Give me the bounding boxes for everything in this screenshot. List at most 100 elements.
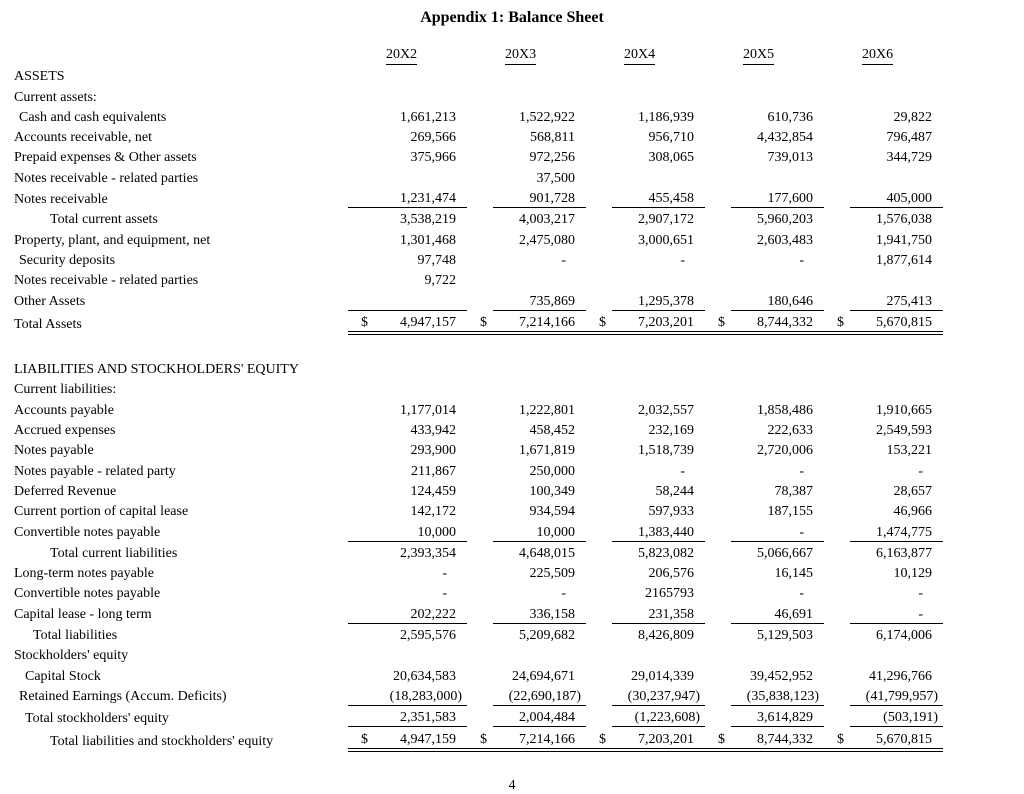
cell-value: 29,822: [893, 109, 933, 125]
cell-value: 1,295,378: [612, 289, 702, 311]
cell-value: 211,867: [411, 463, 456, 479]
gap-cell: [702, 684, 705, 706]
currency-symbol-cell: [705, 146, 731, 166]
currency-symbol-cell: [586, 398, 612, 418]
cell-value: 5,209,682: [519, 628, 575, 644]
row-label: Convertible notes payable: [14, 586, 161, 602]
currency-symbol-cell: [705, 419, 731, 439]
cell-value: 336,158: [493, 602, 583, 624]
cell-value: [731, 166, 821, 186]
currency-symbol-cell: [705, 85, 731, 105]
currency-symbol-cell: [586, 187, 612, 208]
currency-symbol-cell: [824, 378, 850, 398]
table-row: Property, plant, and equipment, net 1,301…: [0, 228, 943, 248]
currency-symbol-cell: [705, 541, 731, 562]
cell-value: 7,214,166: [493, 310, 583, 335]
cell-value: 153,221: [886, 443, 933, 459]
currency-symbol-cell: [348, 582, 374, 602]
currency-symbol-cell: [824, 146, 850, 166]
currency-symbol-cell: [467, 187, 493, 208]
cell-value: 4,947,159: [374, 726, 464, 752]
currency-symbol-cell: [348, 439, 374, 459]
currency-symbol-cell: [348, 644, 374, 664]
gap-cell: [940, 644, 943, 664]
cell-value: 187,155: [767, 504, 814, 520]
currency-symbol-cell: [824, 602, 850, 623]
row-label: ASSETS: [14, 69, 65, 85]
row-label: Notes receivable - related parties: [14, 273, 199, 289]
cell-value: 344,729: [886, 150, 933, 166]
table-row: Notes receivable 1,231,474 901,728 455,458 1…: [0, 186, 943, 209]
cell-value: 275,413: [850, 289, 940, 311]
column-header-20x4: 20X4: [612, 39, 702, 65]
table-row: Total liabilities 2,595,576 5,209,682 8,426…: [0, 623, 943, 644]
cell-value: [731, 85, 821, 105]
row-label: LIABILITIES AND STOCKHOLDERS' EQUITY: [14, 362, 299, 378]
cell-value: 10,000: [374, 520, 464, 542]
currency-symbol-cell: [824, 249, 850, 269]
cell-value: [731, 269, 821, 289]
cell-value: [612, 358, 702, 378]
gap-cell: [464, 602, 467, 624]
gap-cell: [940, 541, 943, 562]
cell-value: 2,351,583: [374, 705, 464, 728]
cell-value: 1,186,939: [638, 109, 694, 125]
currency-symbol-cell: [586, 249, 612, 269]
table-row: Total current assets 3,538,219 4,003,217 2,…: [0, 208, 943, 229]
cell-value: 202,222: [374, 602, 464, 624]
currency-symbol-cell: [348, 480, 374, 500]
currency-symbol-cell: [705, 602, 731, 623]
cell-value: (503,191): [850, 705, 940, 728]
currency-symbol-cell: [348, 269, 374, 289]
gap-cell: [940, 39, 943, 65]
cell-value: 2,907,172: [638, 212, 694, 228]
table-row: Retained Earnings (Accum. Deficits) (18,2…: [0, 684, 943, 706]
row-label: Accounts receivable, net: [14, 130, 152, 146]
currency-symbol-cell: [824, 562, 850, 582]
currency-symbol-cell: [824, 541, 850, 562]
row-label: Security deposits: [19, 252, 116, 268]
currency-symbol-cell: [586, 126, 612, 146]
cell-value: [612, 65, 702, 85]
table-row: Deferred Revenue 124,459 100,349 58,244 78,3…: [0, 480, 943, 500]
cell-value: 24,694,671: [512, 668, 575, 684]
table-row: Capital lease - long term 202,222 336,158 2…: [0, 602, 943, 624]
table-row: ASSETS: [0, 65, 943, 85]
cell-value: [374, 358, 464, 378]
spacer-cell: [0, 333, 943, 358]
currency-symbol-cell: [348, 289, 374, 311]
header-spacer: [348, 39, 374, 65]
cell-value: 1,941,750: [876, 232, 932, 248]
cell-value: [731, 644, 821, 664]
gap-cell: [940, 582, 943, 602]
currency-symbol-cell: [467, 644, 493, 664]
gap-cell: [940, 500, 943, 520]
cell-value: [493, 358, 583, 378]
cell-value: -: [680, 252, 685, 268]
cell-value: [731, 378, 821, 398]
currency-symbol-cell: [824, 480, 850, 500]
gap-cell: [583, 310, 586, 335]
cell-value: 3,614,829: [731, 705, 821, 728]
cell-value: [850, 378, 940, 398]
currency-symbol-cell: [705, 106, 731, 126]
currency-symbol-cell: [705, 398, 731, 418]
currency-symbol-cell: [705, 289, 731, 310]
currency-symbol-cell: [824, 358, 850, 378]
cell-value: 1,383,440: [612, 520, 702, 542]
gap-cell: [940, 623, 943, 644]
currency-symbol-cell: [824, 398, 850, 418]
cell-value: 308,065: [648, 150, 695, 166]
cell-value: [850, 85, 940, 105]
cell-value: 37,500: [536, 170, 576, 186]
gap-cell: [702, 705, 705, 728]
cell-value: 5,670,815: [850, 310, 940, 335]
cell-value: [850, 358, 940, 378]
currency-symbol-cell: [824, 187, 850, 208]
gap-cell: [940, 249, 943, 269]
currency-symbol-cell: $: [586, 310, 612, 335]
row-label: Convertible notes payable: [14, 525, 161, 541]
cell-value: 1,222,801: [519, 402, 575, 418]
cell-value: 2,603,483: [757, 232, 813, 248]
currency-symbol-cell: [586, 602, 612, 623]
